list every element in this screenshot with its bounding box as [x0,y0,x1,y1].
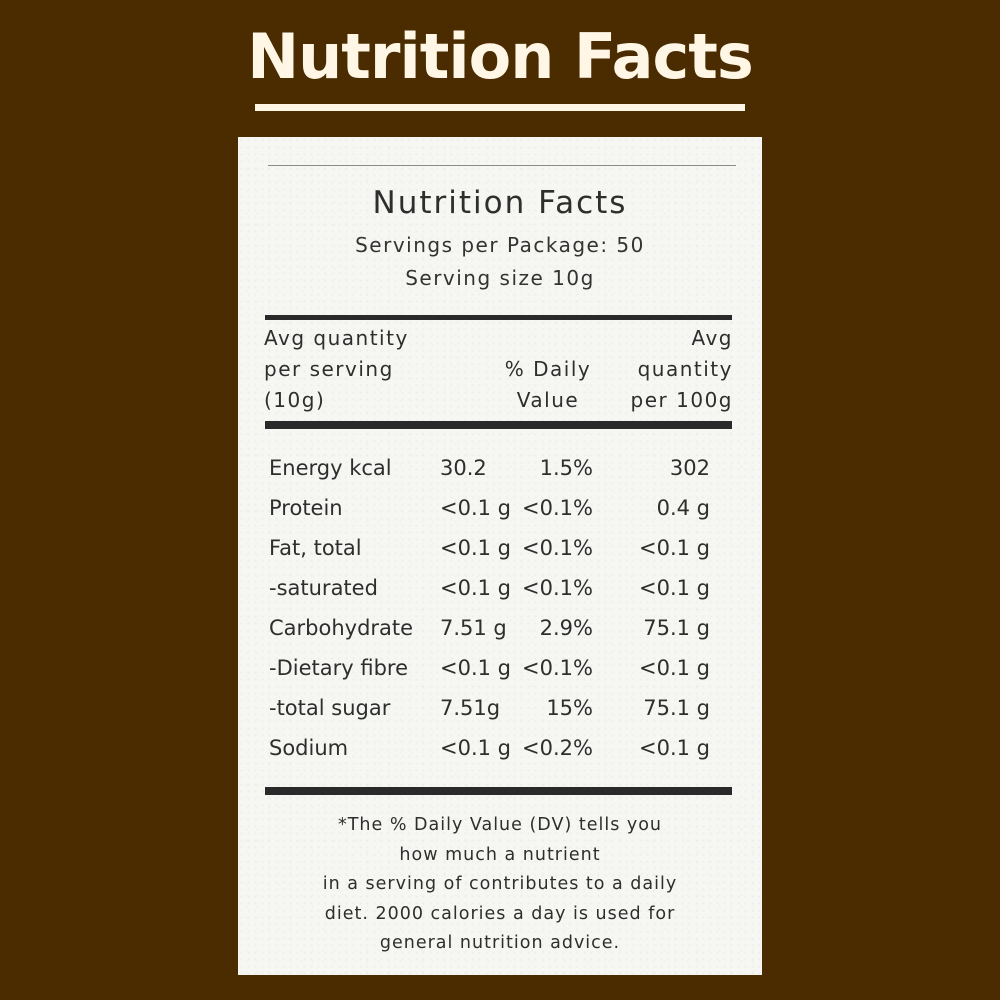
daily-value-percent: <0.2% [522,736,593,760]
header-bottom-divider [265,421,732,429]
nutrient-name: Carbohydrate [269,616,414,640]
footnote-line: diet. 2000 calories a day is used for [324,903,676,924]
per-100g-value: 75.1 g [643,696,710,720]
per-100g-value: 302 [669,456,710,480]
footnote-line: in a serving of contributes to a daily [322,874,678,894]
header-per-serving: Avg quantity per serving (10g) [264,323,409,416]
nutrient-name: Energy kcal [269,456,392,480]
nutrient-row: -saturated <0.1 g <0.1% <0.1 g [238,572,762,612]
nutrient-row: -total sugar 7.51g 15% 75.1 g [238,692,762,732]
nutrient-row: -Dietary fibre <0.1 g <0.1% <0.1 g [238,652,762,692]
label-title: Nutrition Facts [372,185,628,221]
daily-value-percent: 15% [546,696,593,720]
banner-underline [255,104,745,111]
per-100g-value: 0.4 g [656,496,710,520]
header-per-100g-line: quantity [637,357,733,381]
header-per-serving-line: Avg quantity [264,326,409,350]
per-100g-value: 75.1 g [643,616,710,640]
per-serving-value: <0.1 g [440,656,511,680]
header-per-100g-line: Avg [691,326,733,350]
header-per-100g: Avg quantity per 100g [613,323,733,416]
per-serving-value: 7.51g [440,696,501,720]
header-daily-value-line: % Daily [504,357,592,381]
nutrient-name: -total sugar [269,696,391,720]
header-per-serving-line: (10g) [264,388,326,412]
nutrient-name: -Dietary fibre [269,656,408,680]
header-daily-value-line: Value [516,388,580,412]
daily-value-percent: <0.1% [522,656,593,680]
nutrient-name: Protein [269,496,343,520]
footnote-line: general nutrition advice. [379,933,621,953]
nutrient-row: Carbohydrate 7.51 g 2.9% 75.1 g [238,612,762,652]
footnote-line: *The % Daily Value (DV) tells you [337,815,663,835]
per-serving-value: 30.2 [440,456,487,480]
nutrient-row: Energy kcal 30.2 1.5% 302 [238,452,762,492]
nutrient-row: Sodium <0.1 g <0.2% <0.1 g [238,732,762,772]
daily-value-percent: <0.1% [522,536,593,560]
per-serving-value: <0.1 g [440,576,511,600]
nutrient-row: Protein <0.1 g <0.1% 0.4 g [238,492,762,532]
per-100g-value: <0.1 g [639,576,710,600]
serving-size: Serving size 10g [405,266,595,290]
per-serving-value: <0.1 g [440,536,511,560]
per-100g-value: <0.1 g [639,536,710,560]
nutrition-label-card: Nutrition Facts Servings per Package: 50… [238,137,762,975]
per-100g-value: <0.1 g [639,736,710,760]
banner-title: Nutrition Facts [247,20,754,93]
nutrient-name: Fat, total [269,536,362,560]
daily-value-percent: <0.1% [522,496,593,520]
nutrient-name: Sodium [269,736,349,760]
nutrient-row: Fat, total <0.1 g <0.1% <0.1 g [238,532,762,572]
table-bottom-divider [265,787,732,795]
per-serving-value: <0.1 g [440,736,511,760]
header-top-divider [265,315,732,320]
servings-per-package: Servings per Package: 50 [355,233,645,257]
top-divider [268,165,736,166]
daily-value-footnote: *The % Daily Value (DV) tells you how mu… [278,811,722,959]
per-serving-value: <0.1 g [440,496,511,520]
header-daily-value: % Daily Value [493,354,603,416]
per-serving-value: 7.51 g [440,616,507,640]
footnote-line: how much a nutrient [399,844,601,865]
daily-value-percent: <0.1% [522,576,593,600]
daily-value-percent: 2.9% [539,616,593,640]
per-100g-value: <0.1 g [639,656,710,680]
nutrient-name: -saturated [269,576,378,600]
nutrient-table: Energy kcal 30.2 1.5% 302 Protein <0.1 g… [238,452,762,772]
daily-value-percent: 1.5% [539,456,593,480]
header-per-100g-line: per 100g [630,388,733,412]
header-per-serving-line: per serving [264,357,394,381]
